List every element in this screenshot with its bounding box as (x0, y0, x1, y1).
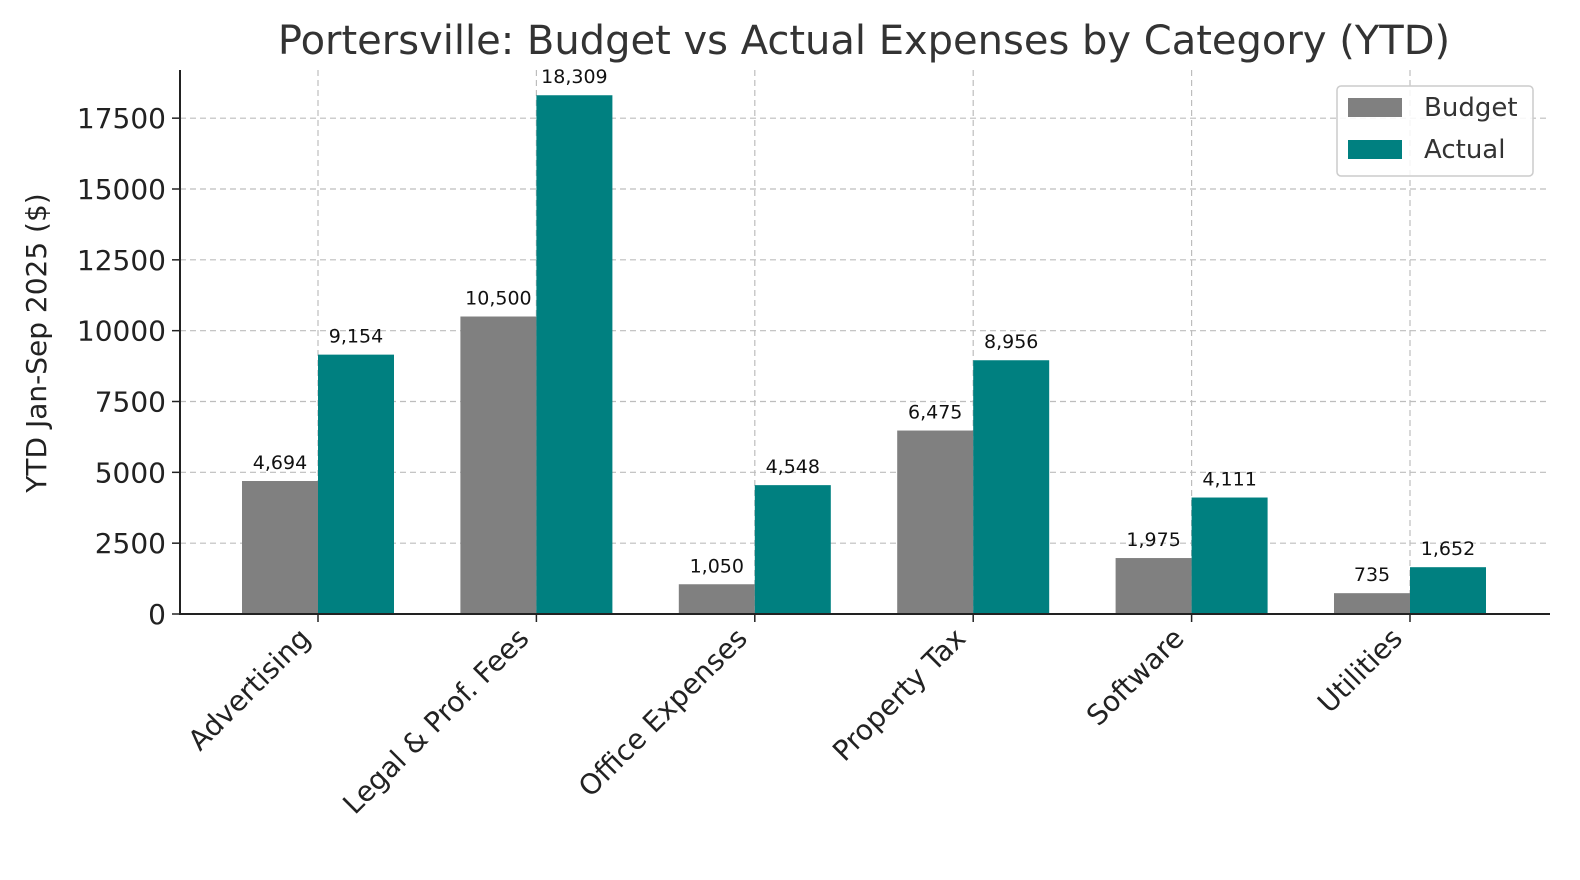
legend-swatch-budget (1348, 98, 1402, 117)
x-tick-label-legal-prof-fees: Legal & Prof. Fees (336, 622, 535, 821)
bar-value-label: 1,050 (690, 555, 744, 577)
bar-budget-office-expenses (678, 584, 755, 614)
bar-budget-advertising (242, 481, 318, 614)
bar-actual-software (1191, 497, 1268, 614)
bar-actual-advertising (318, 354, 394, 614)
bar-value-label: 1,975 (1126, 529, 1180, 551)
x-tick-label-property-tax: Property Tax (826, 622, 972, 768)
legend-label-actual: Actual (1424, 135, 1505, 165)
y-tick-label: 5000 (95, 456, 166, 489)
axes (179, 70, 1550, 615)
y-axis-label: YTD Jan-Sep 2025 ($) (20, 193, 53, 493)
bar-value-labels: 4,694 10,500 1,050 6,475 1,975 735 9,154 18,309… (253, 66, 1475, 586)
bar-value-label: 6,475 (908, 402, 962, 424)
chart-title: Portersville: Budget vs Actual Expenses … (278, 18, 1450, 64)
bars (242, 95, 1486, 615)
x-tick-label-office-expenses: Office Expenses (572, 622, 754, 804)
bar-value-label: 4,111 (1202, 469, 1256, 491)
bar-actual-office-expenses (754, 485, 831, 614)
y-tick-label: 7500 (95, 386, 166, 419)
bar-actual-utilities (1410, 567, 1486, 614)
y-tick-label: 12500 (77, 244, 166, 277)
bar-value-label: 735 (1354, 564, 1390, 586)
bar-value-label: 18,309 (541, 66, 607, 88)
bar-budget-software (1115, 558, 1192, 614)
x-tick-label-software: Software (1080, 622, 1191, 733)
bar-budget-property-tax (897, 430, 974, 614)
y-tick-label: 17500 (77, 102, 166, 135)
bar-value-label: 1,652 (1421, 538, 1475, 560)
y-tick-label: 2500 (95, 527, 166, 560)
legend: Budget Actual (1336, 85, 1534, 177)
bar-budget-utilities (1334, 593, 1410, 614)
bar-value-label: 10,500 (465, 288, 531, 310)
y-tick-label: 10000 (77, 315, 166, 348)
bar-actual-property-tax (973, 360, 1050, 614)
legend-swatch-actual (1348, 140, 1402, 159)
bar-value-label: 9,154 (329, 326, 383, 348)
y-tick-label: 0 (148, 598, 166, 631)
bar-value-label: 4,548 (766, 456, 820, 478)
bar-value-label: 8,956 (984, 331, 1038, 353)
bar-actual-legal-prof-fees (536, 95, 613, 615)
x-tick-labels: Advertising Legal & Prof. Fees Office Expe… (182, 614, 1411, 821)
legend-label-budget: Budget (1424, 93, 1518, 123)
x-tick-label-advertising: Advertising (182, 622, 317, 757)
y-tick-labels: 0 2500 5000 7500 10000 12500 15000 17500 (77, 102, 180, 631)
bar-value-label: 4,694 (253, 452, 307, 474)
y-tick-label: 15000 (77, 173, 166, 206)
x-tick-label-utilities: Utilities (1311, 622, 1409, 720)
bar-budget-legal-prof-fees (460, 316, 537, 614)
